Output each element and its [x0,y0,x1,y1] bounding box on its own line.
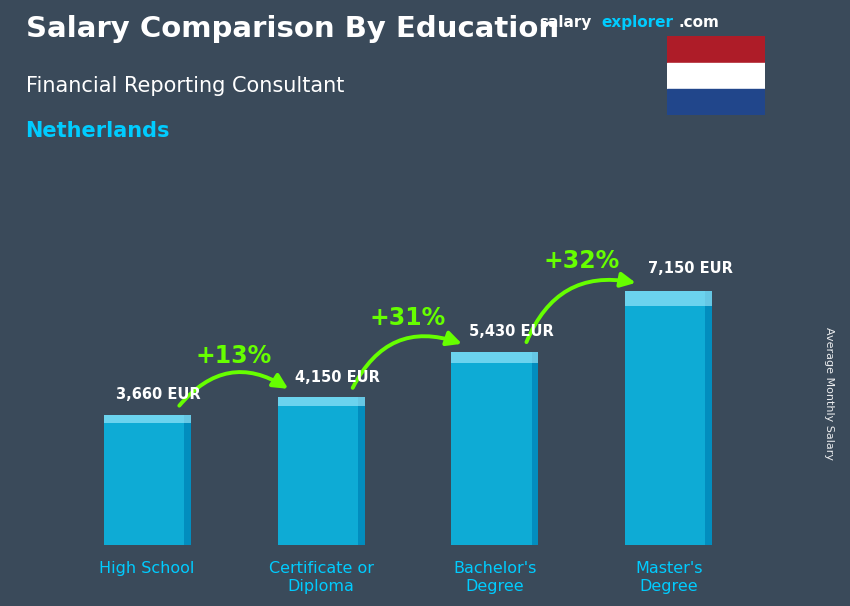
Text: 5,430 EUR: 5,430 EUR [469,324,553,339]
Bar [626,290,712,306]
Bar [667,62,765,89]
Bar [531,352,538,545]
Text: +31%: +31% [370,305,446,330]
Text: +13%: +13% [196,344,272,368]
Text: .com: .com [678,15,719,30]
Bar [667,36,765,62]
Bar [706,290,712,545]
Text: 4,150 EUR: 4,150 EUR [295,370,380,385]
Text: Financial Reporting Consultant: Financial Reporting Consultant [26,76,344,96]
Text: Average Monthly Salary: Average Monthly Salary [824,327,834,461]
Bar [667,89,765,115]
Bar [451,352,538,545]
Bar [104,415,190,545]
Text: Netherlands: Netherlands [26,121,170,141]
Bar [626,290,712,545]
Bar [278,398,365,545]
Bar [451,352,538,364]
Text: explorer: explorer [602,15,674,30]
Text: Salary Comparison By Education: Salary Comparison By Education [26,15,558,43]
Text: 3,660 EUR: 3,660 EUR [116,387,201,402]
Bar [184,415,190,545]
Bar [104,415,190,423]
Text: 7,150 EUR: 7,150 EUR [648,261,733,276]
Text: salary: salary [540,15,592,30]
Bar [358,398,365,545]
Bar [278,398,365,407]
Text: +32%: +32% [544,248,620,273]
